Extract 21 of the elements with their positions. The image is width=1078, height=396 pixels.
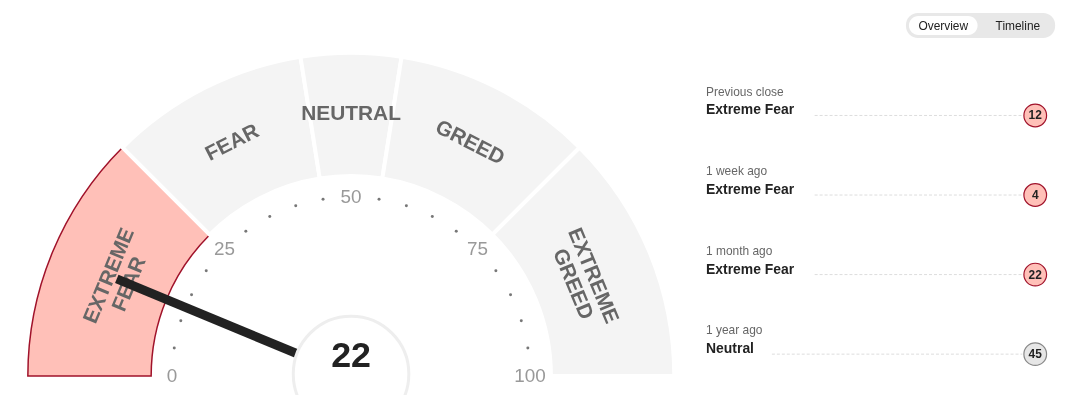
data-label: 12	[1028, 108, 1043, 123]
data-label: 45	[1028, 347, 1043, 362]
text: 25	[213, 238, 235, 260]
slice-label: NEUTRAL	[301, 101, 402, 125]
text: 75	[467, 238, 489, 260]
category-label: 1 year ago	[706, 323, 763, 338]
text: 0	[166, 364, 178, 386]
text: 100	[514, 364, 546, 386]
text: 22	[331, 335, 371, 376]
text: 50	[340, 185, 362, 207]
text: Neutral	[706, 340, 754, 357]
data-label: 4	[1031, 187, 1039, 202]
category-label: Previous close	[706, 84, 784, 99]
text: Extreme Fear	[706, 260, 795, 277]
category-label: 1 week ago	[706, 164, 768, 179]
text: Timeline	[995, 18, 1041, 33]
text: Overview	[918, 18, 969, 33]
data-label: 22	[1028, 267, 1043, 282]
category-label: 1 month ago	[706, 243, 773, 258]
text: Extreme Fear	[706, 181, 795, 198]
text: Extreme Fear	[706, 101, 795, 118]
